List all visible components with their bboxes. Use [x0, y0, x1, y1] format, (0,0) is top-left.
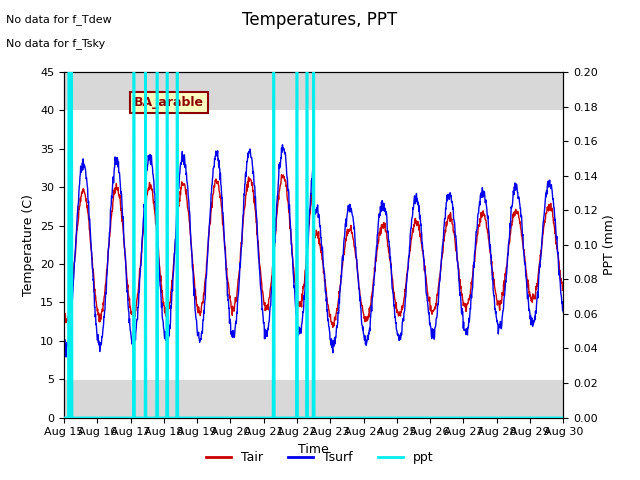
Text: No data for f_Tsky: No data for f_Tsky — [6, 38, 106, 49]
Text: BA_arable: BA_arable — [134, 96, 204, 109]
X-axis label: Time: Time — [298, 443, 329, 456]
Y-axis label: PPT (mm): PPT (mm) — [604, 215, 616, 275]
Text: Temperatures, PPT: Temperatures, PPT — [243, 11, 397, 29]
Y-axis label: Temperature (C): Temperature (C) — [22, 194, 35, 296]
Bar — [64, 110, 563, 379]
Text: No data for f_Tdew: No data for f_Tdew — [6, 14, 112, 25]
Legend: Tair, Tsurf, ppt: Tair, Tsurf, ppt — [202, 446, 438, 469]
